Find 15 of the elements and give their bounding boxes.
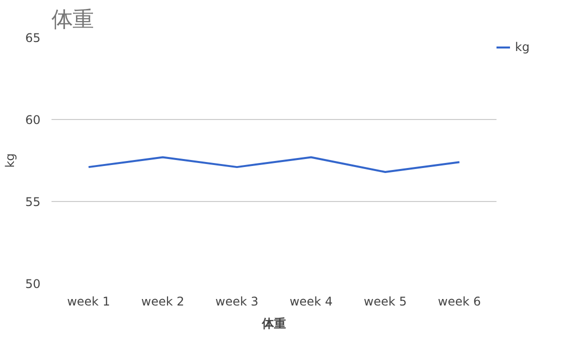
y-tick-label: 60 bbox=[25, 113, 41, 127]
chart-title: 体重 bbox=[52, 8, 94, 32]
x-tick-label: week 5 bbox=[364, 294, 407, 308]
x-axis-title: 体重 bbox=[261, 316, 286, 330]
x-tick-label: week 6 bbox=[438, 294, 481, 308]
y-axis-title: kg bbox=[3, 153, 18, 168]
y-tick-label: 65 bbox=[25, 31, 41, 45]
x-tick-label: week 4 bbox=[290, 294, 333, 308]
y-tick-label: 50 bbox=[25, 277, 41, 291]
x-tick-label: week 2 bbox=[141, 294, 184, 308]
legend-label: kg bbox=[515, 40, 531, 54]
x-tick-label: week 1 bbox=[67, 294, 110, 308]
line-series bbox=[88, 156, 460, 173]
y-tick-label: 55 bbox=[25, 195, 41, 209]
x-tick-label: week 3 bbox=[215, 294, 258, 308]
